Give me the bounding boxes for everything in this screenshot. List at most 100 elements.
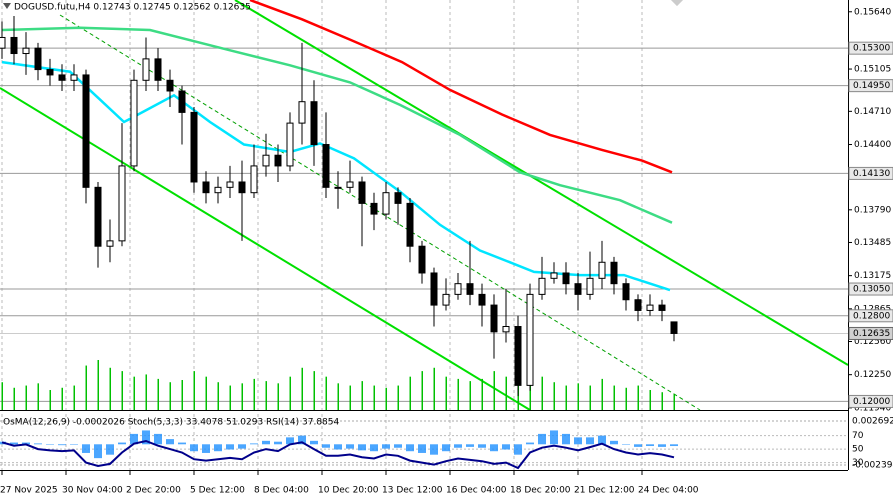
volume-bar — [157, 378, 159, 410]
candle-body — [298, 101, 306, 124]
candle-body — [394, 192, 402, 204]
volume-bar — [553, 382, 555, 410]
volume-bar — [229, 385, 231, 410]
osma-bar — [298, 435, 306, 445]
volume-bar — [361, 381, 363, 410]
osma-bar — [526, 442, 534, 445]
osma-bar — [502, 444, 510, 450]
candle-body — [58, 74, 66, 81]
osma-bar — [106, 444, 114, 455]
volume-bar — [601, 378, 603, 410]
candle-body — [514, 326, 522, 386]
x-tick-label: 2 Dec 20:00 — [126, 486, 181, 496]
osma-bar — [34, 443, 42, 445]
volume-bar — [121, 371, 123, 410]
volume-bar — [469, 381, 471, 410]
osma-bar — [466, 444, 474, 447]
osma-bar — [586, 437, 594, 445]
indicator-label: OsMA(12,26,9) -0.0002026 Stoch(5,3,3) 33… — [3, 418, 339, 428]
osma-bar — [358, 444, 366, 451]
volume-bar — [565, 385, 567, 410]
candle-body — [562, 272, 570, 285]
osma-bar — [310, 440, 318, 445]
osma-bar — [610, 440, 618, 445]
candle-body — [34, 47, 42, 71]
osma-bar — [430, 444, 438, 455]
x-tick-label: 16 Dec 04:00 — [446, 486, 507, 496]
y-tick-label: 0.14400 — [854, 140, 891, 150]
axes: 0.15640 0.15105 0.14710 0.14400 0.13790 0.134… — [0, 7, 893, 496]
moving-average — [1, 26, 673, 224]
y-tick-label: 0.15105 — [854, 65, 891, 75]
moving-average — [249, 0, 673, 174]
volume-bar — [313, 371, 315, 410]
volume-bar — [421, 371, 423, 410]
candle-body — [142, 58, 150, 81]
chart-title: DOGUSD.futu,H4 0.12743 0.12745 0.12562 0… — [14, 3, 251, 13]
candle-body — [526, 293, 534, 386]
volume-bar — [493, 371, 495, 410]
volume-bar — [349, 385, 351, 410]
candle-body — [214, 186, 222, 194]
candle-body — [358, 181, 366, 204]
volume-bar — [505, 376, 507, 410]
candle-body — [94, 186, 102, 247]
volume-bar — [337, 383, 339, 410]
y-tick-label: 0.14710 — [854, 107, 891, 117]
osma-bar — [274, 441, 282, 445]
candle-body — [658, 304, 666, 311]
volume-bar — [217, 382, 219, 410]
osma-bar — [178, 442, 186, 445]
y-tick-label: 0.13175 — [854, 271, 891, 281]
candle-body — [478, 293, 486, 306]
volume-bar — [289, 376, 291, 410]
volume-bar — [373, 385, 375, 410]
candle-body — [202, 181, 210, 194]
volume-bar — [325, 376, 327, 410]
volume-bar — [97, 360, 99, 410]
volume-bar — [385, 387, 387, 410]
candle-body — [550, 272, 558, 279]
osma-bar — [574, 437, 582, 445]
volume-bar — [61, 387, 63, 410]
volume-bar — [241, 383, 243, 410]
osma-bar — [406, 444, 414, 452]
candle-body — [118, 165, 126, 242]
x-tick-label: 27 Nov 2025 — [0, 486, 58, 496]
osma-bar — [346, 444, 354, 449]
candle-body — [238, 181, 246, 194]
volume-bar — [85, 365, 87, 410]
candle-body — [262, 154, 270, 167]
osma-bar — [490, 444, 498, 452]
level-label: 0.12800 — [853, 311, 890, 321]
candle-body — [610, 261, 618, 285]
osma-bar — [82, 444, 90, 453]
y-tick-label: 0.12560 — [854, 337, 891, 347]
candle-body — [466, 283, 474, 295]
candle-body — [634, 299, 642, 311]
rsi-tick-label: 50 — [852, 445, 864, 455]
osma-bar — [154, 433, 162, 445]
current-price-label: 0.12635 — [853, 329, 890, 339]
candle-body — [154, 58, 162, 81]
volume-bar — [589, 385, 591, 410]
volume-bar — [397, 385, 399, 410]
candle-body — [274, 154, 282, 167]
volume-bar — [457, 378, 459, 410]
volume-bar — [25, 385, 27, 410]
volume-bar — [145, 374, 147, 410]
candle-body — [82, 74, 90, 188]
level-box — [848, 394, 893, 408]
level-box — [848, 41, 893, 55]
osma-bar — [262, 440, 270, 445]
osma-bar — [646, 444, 654, 447]
candle-body — [106, 240, 114, 247]
candle-body — [346, 181, 354, 188]
volume-bar — [445, 376, 447, 410]
osma-bar — [562, 433, 570, 445]
candle-body — [322, 144, 330, 188]
candle-body — [166, 79, 174, 92]
osma-bar — [10, 442, 18, 445]
level-label: 0.13050 — [853, 285, 890, 295]
